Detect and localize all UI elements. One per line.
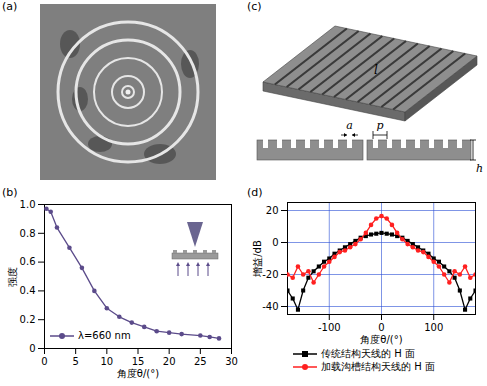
html-text:λ=660 nm: λ=660 nm <box>78 330 131 341</box>
html-text:传统结构天线的 H 面: 传统结构天线的 H 面 <box>321 348 415 359</box>
html-text:(a): (a) <box>2 0 18 13</box>
svg-text:a: a <box>346 119 353 132</box>
svg-text:-20: -20 <box>262 269 278 280</box>
svg-text:30: 30 <box>225 356 238 367</box>
html-text:(b): (b) <box>2 186 18 199</box>
svg-text:角度θ/(°): 角度θ/(°) <box>360 334 402 345</box>
svg-text:1.0: 1.0 <box>20 199 36 210</box>
html-text:(c): (c) <box>247 0 262 13</box>
svg-text:25: 25 <box>194 356 207 367</box>
svg-text:5: 5 <box>72 356 78 367</box>
svg-text:强度: 强度 <box>7 267 18 287</box>
svg-text:15: 15 <box>132 356 145 367</box>
svg-text:角度θ/(°): 角度θ/(°) <box>117 368 159 379</box>
svg-text:0.8: 0.8 <box>20 228 36 239</box>
svg-text:-100: -100 <box>318 322 341 333</box>
svg-text:h: h <box>476 162 483 175</box>
svg-text:p: p <box>376 119 383 132</box>
svg-text:增益/dB: 增益/dB <box>252 240 263 278</box>
svg-text:10: 10 <box>100 356 113 367</box>
svg-text:0: 0 <box>378 322 384 333</box>
html-text:(d): (d) <box>247 186 263 199</box>
svg-text:0: 0 <box>29 343 35 354</box>
svg-text:l: l <box>374 63 378 77</box>
svg-text:0: 0 <box>41 356 47 367</box>
html-text:加载沟槽结构天线的 H 面: 加载沟槽结构天线的 H 面 <box>321 361 435 372</box>
svg-text:0.6: 0.6 <box>20 256 36 267</box>
svg-text:20: 20 <box>266 205 279 216</box>
svg-text:0.2: 0.2 <box>20 314 36 325</box>
svg-text:100: 100 <box>424 322 443 333</box>
svg-text:-40: -40 <box>262 301 278 312</box>
svg-text:20: 20 <box>163 356 176 367</box>
svg-text:0.4: 0.4 <box>20 285 36 296</box>
svg-text:0: 0 <box>272 237 278 248</box>
